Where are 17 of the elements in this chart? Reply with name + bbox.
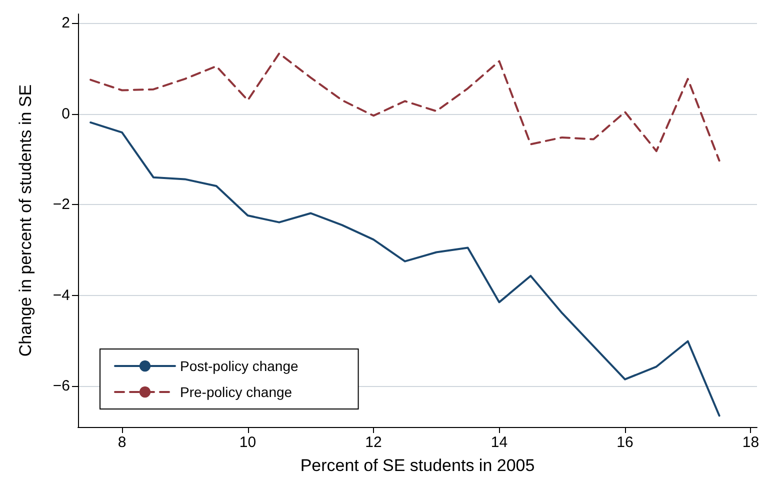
line-series <box>90 121 720 417</box>
x-tick-label: 8 <box>118 434 126 451</box>
legend-label: Post-policy change <box>180 358 299 374</box>
y-tick-label: 0 <box>62 105 70 122</box>
x-tick-label: 10 <box>239 434 256 451</box>
legend-label: Pre-policy change <box>180 384 292 400</box>
x-tick-label: 16 <box>616 434 634 451</box>
x-tick-label: 14 <box>490 434 508 451</box>
x-axis-title: Percent of SE students in 2005 <box>300 456 535 475</box>
line-series <box>90 52 720 162</box>
x-tick-label: 18 <box>742 434 760 451</box>
y-tick-label: −2 <box>52 196 70 214</box>
x-tick-label: 12 <box>365 434 382 451</box>
y-tick-label: −4 <box>52 286 70 304</box>
y-tick-label: 2 <box>62 14 70 32</box>
y-tick-label: −6 <box>52 378 70 395</box>
y-axis-title: Change in percent of students in SE <box>16 84 35 357</box>
